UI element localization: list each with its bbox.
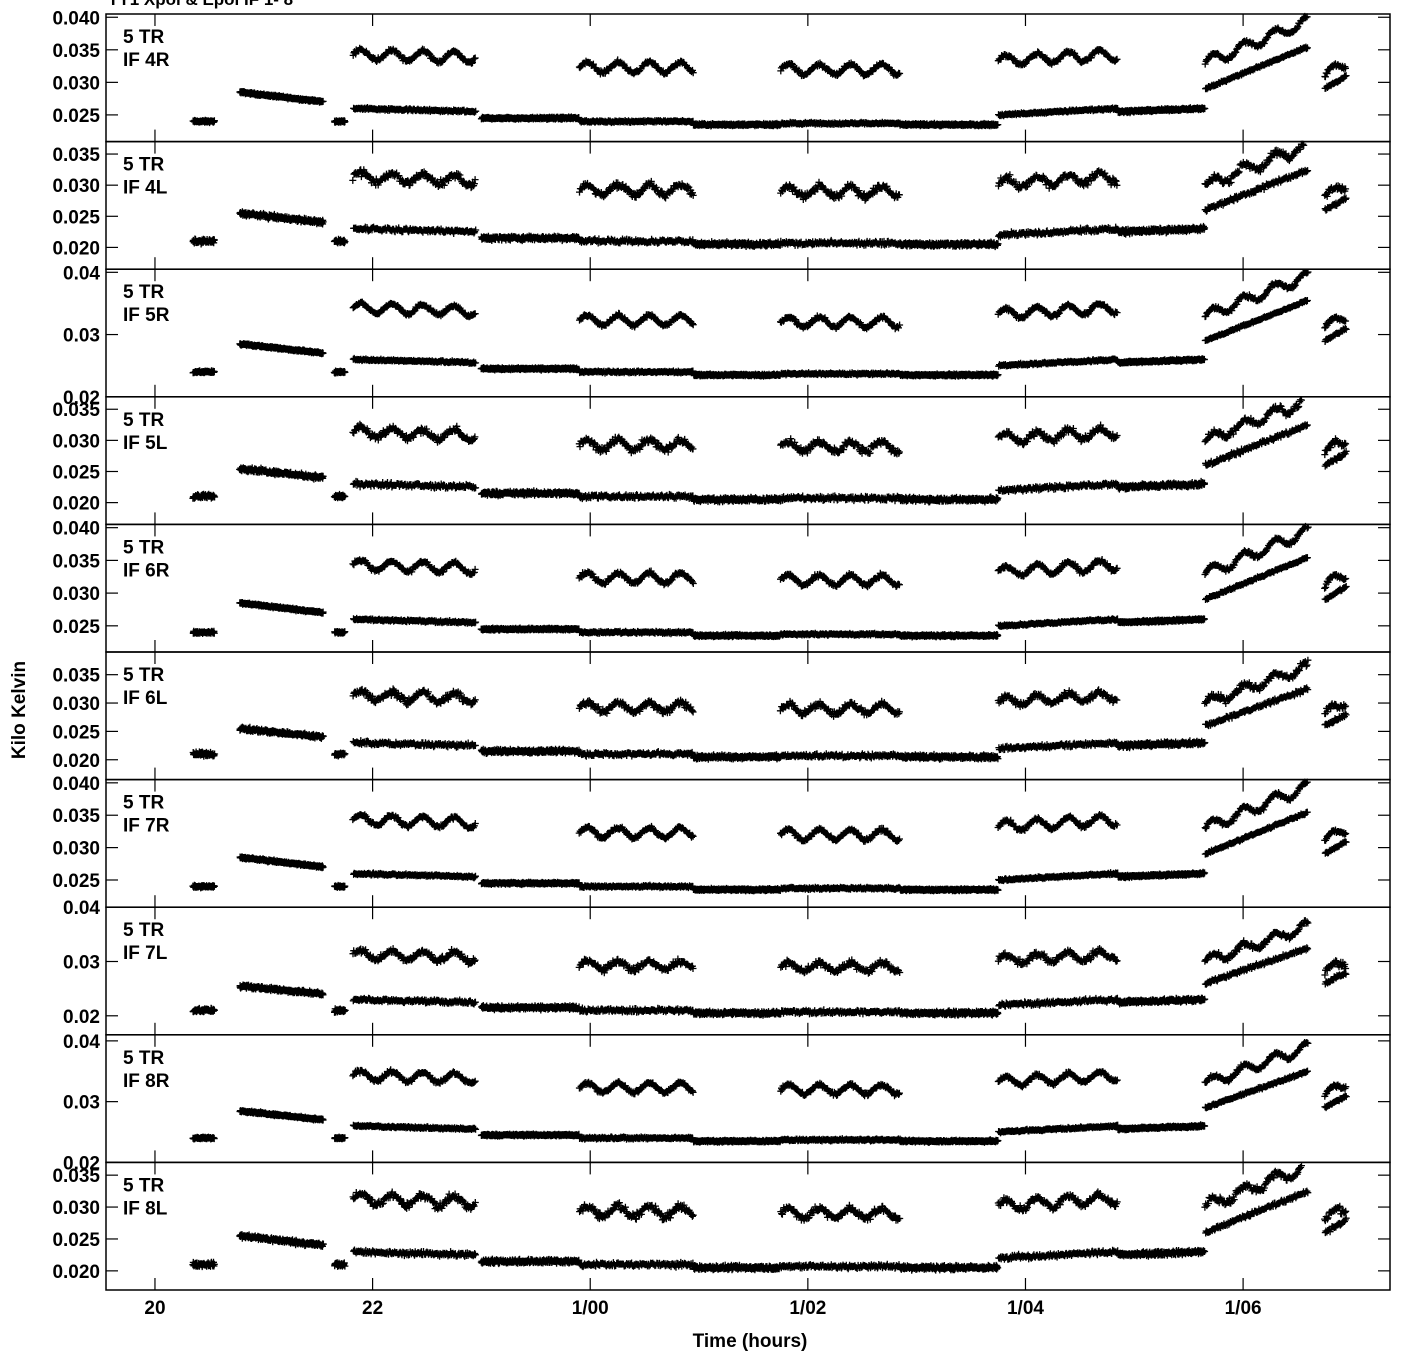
y-tick-label: 0.025 <box>52 1230 100 1251</box>
x-tick-label: 1/04 <box>1007 1298 1044 1319</box>
panel-source-label: 5 TR <box>123 1048 164 1069</box>
y-tick-label: 0.03 <box>63 1093 100 1114</box>
panel-source-label: 5 TR <box>123 1175 164 1196</box>
data-points <box>189 522 1350 641</box>
panel-channel-label: IF 6L <box>123 688 168 709</box>
panel-source-label: 5 TR <box>123 155 164 176</box>
panel-frame <box>105 396 1391 526</box>
panel-source-label: 5 TR <box>123 793 164 814</box>
y-tick-label: 0.025 <box>52 871 100 892</box>
x-axis-label: Time (hours) <box>693 1331 808 1352</box>
panel-channel-label: IF 7L <box>123 943 168 964</box>
y-axis-label: Kilo Kelvin <box>9 661 30 759</box>
y-tick-label: 0.030 <box>52 73 100 94</box>
x-tick-label: 20 <box>144 1298 165 1319</box>
panel-frame <box>105 651 1391 781</box>
panel-source-label: 5 TR <box>123 282 164 303</box>
panel-channel-label: IF 6R <box>123 560 170 581</box>
y-tick-label: 0.025 <box>52 207 100 228</box>
x-tick-label: 1/06 <box>1225 1298 1262 1319</box>
data-points <box>189 268 1350 380</box>
panel-source-label: 5 TR <box>123 27 164 48</box>
y-tick-label: 0.02 <box>63 1153 100 1174</box>
panel-source-label: 5 TR <box>123 537 164 558</box>
y-tick-label: 0.020 <box>52 751 100 772</box>
panel-channel-label: IF 4L <box>123 178 168 199</box>
y-tick-label: 0.030 <box>52 1198 100 1219</box>
data-points <box>189 917 1350 1019</box>
data-points <box>189 1039 1350 1146</box>
y-tick-label: 0.030 <box>52 694 100 715</box>
y-tick-label: 0.020 <box>52 238 100 259</box>
y-tick-label: 0.025 <box>52 462 100 483</box>
data-points <box>189 778 1350 895</box>
y-tick-label: 0.035 <box>52 551 100 572</box>
chart-title: TY1 Xpol & Epol IF 1- 8 <box>108 0 293 10</box>
data-points <box>189 656 1350 763</box>
y-tick-label: 0.035 <box>52 1166 100 1187</box>
y-tick-label: 0.035 <box>52 806 100 827</box>
y-tick-label: 0.02 <box>63 388 100 409</box>
y-tick-label: 0.030 <box>52 431 100 452</box>
panel-channel-label: IF 5R <box>123 305 170 326</box>
y-tick-label: 0.03 <box>63 952 100 973</box>
y-tick-label: 0.020 <box>52 1262 100 1283</box>
panel-frame <box>105 140 1391 270</box>
y-tick-label: 0.035 <box>52 145 100 166</box>
x-tick-label: 1/02 <box>789 1298 826 1319</box>
y-tick-label: 0.030 <box>52 584 100 605</box>
panel-source-label: 5 TR <box>123 920 164 941</box>
y-tick-label: 0.04 <box>63 263 100 284</box>
y-tick-label: 0.035 <box>52 400 100 421</box>
y-tick-label: 0.02 <box>63 1007 100 1028</box>
panel-source-label: 5 TR <box>123 410 164 431</box>
panel-frame <box>105 1161 1391 1291</box>
y-tick-label: 0.030 <box>52 839 100 860</box>
y-tick-label: 0.04 <box>63 1032 100 1053</box>
data-points <box>189 1162 1350 1274</box>
x-tick-label: 1/00 <box>572 1298 609 1319</box>
y-tick-label: 0.040 <box>52 8 100 29</box>
y-tick-label: 0.020 <box>52 494 100 515</box>
y-tick-label: 0.035 <box>52 41 100 62</box>
y-tick-label: 0.035 <box>52 666 100 687</box>
y-tick-label: 0.030 <box>52 176 100 197</box>
y-tick-label: 0.025 <box>52 617 100 638</box>
y-tick-label: 0.025 <box>52 722 100 743</box>
data-points <box>189 396 1350 506</box>
y-tick-label: 0.04 <box>63 898 100 919</box>
panel-source-label: 5 TR <box>123 665 164 686</box>
panel-channel-label: IF 7R <box>123 816 170 837</box>
y-tick-label: 0.040 <box>52 519 100 540</box>
panel-channel-label: IF 5L <box>123 433 168 454</box>
panel-channel-label: IF 8L <box>123 1198 168 1219</box>
y-tick-label: 0.025 <box>52 106 100 127</box>
x-tick-label: 22 <box>362 1298 383 1319</box>
y-tick-label: 0.040 <box>52 774 100 795</box>
panel-channel-label: IF 8R <box>123 1071 170 1092</box>
y-tick-label: 0.03 <box>63 326 100 347</box>
panel-channel-label: IF 4R <box>123 50 170 71</box>
data-points <box>189 12 1350 130</box>
data-points <box>189 140 1350 251</box>
